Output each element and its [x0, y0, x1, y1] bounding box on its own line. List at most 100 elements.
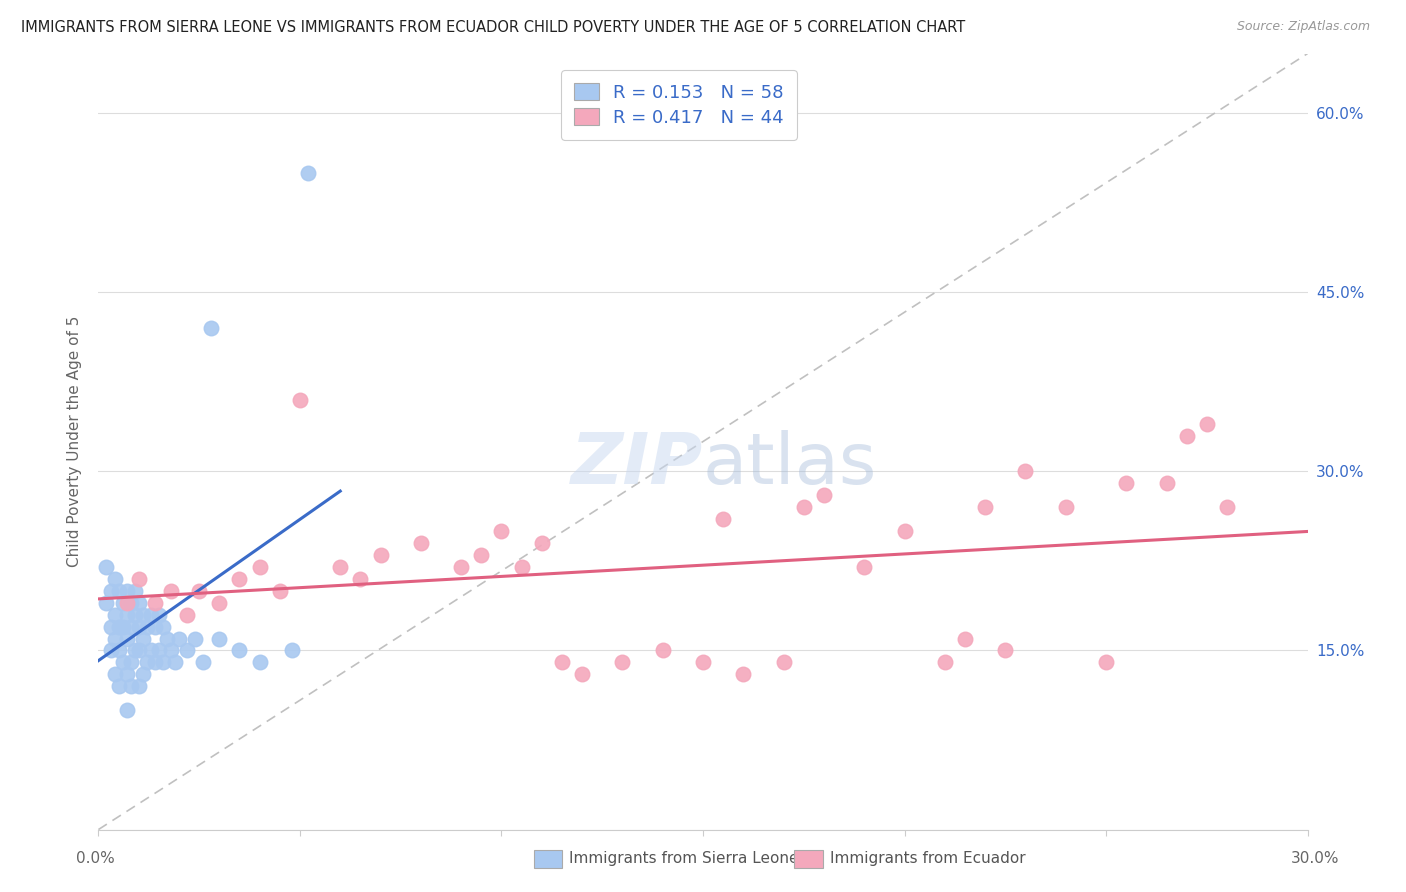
Point	[115, 703, 138, 717]
Point	[711, 512, 734, 526]
Point	[96, 560, 118, 574]
Point	[160, 583, 183, 598]
Point	[208, 632, 231, 646]
Point	[1195, 417, 1218, 431]
Point	[370, 548, 392, 562]
Point	[107, 679, 129, 693]
Point	[120, 679, 142, 693]
Point	[813, 488, 835, 502]
Legend: R = 0.153   N = 58, R = 0.417   N = 44: R = 0.153 N = 58, R = 0.417 N = 44	[561, 70, 797, 139]
Point	[692, 656, 714, 670]
Point	[107, 643, 129, 657]
Point	[793, 500, 815, 515]
Point	[128, 619, 150, 633]
Point	[100, 643, 122, 657]
Point	[297, 166, 319, 180]
Point	[132, 667, 155, 681]
Point	[551, 656, 574, 670]
Point	[120, 619, 142, 633]
Point	[281, 643, 304, 657]
Point	[249, 560, 271, 574]
Text: IMMIGRANTS FROM SIERRA LEONE VS IMMIGRANTS FROM ECUADOR CHILD POVERTY UNDER THE : IMMIGRANTS FROM SIERRA LEONE VS IMMIGRAN…	[21, 20, 966, 35]
Text: 30.0%: 30.0%	[1291, 851, 1339, 865]
Point	[120, 596, 142, 610]
Point	[128, 596, 150, 610]
Point	[228, 643, 250, 657]
Point	[115, 632, 138, 646]
Point	[1156, 476, 1178, 491]
Point	[953, 632, 976, 646]
Point	[470, 548, 492, 562]
Text: 0.0%: 0.0%	[76, 851, 115, 865]
Point	[148, 643, 170, 657]
Point	[193, 656, 215, 670]
Point	[111, 596, 134, 610]
Point	[124, 583, 146, 598]
Point	[450, 560, 472, 574]
Point	[143, 596, 166, 610]
Point	[124, 643, 146, 657]
Point	[111, 656, 134, 670]
Point	[208, 596, 231, 610]
Point	[188, 583, 211, 598]
Point	[409, 536, 432, 550]
Point	[103, 572, 125, 586]
Text: Immigrants from Ecuador: Immigrants from Ecuador	[830, 852, 1025, 866]
Point	[107, 619, 129, 633]
Point	[349, 572, 371, 586]
Point	[152, 619, 174, 633]
Point	[160, 643, 183, 657]
Point	[772, 656, 794, 670]
Point	[612, 656, 634, 670]
Point	[184, 632, 207, 646]
Point	[143, 619, 166, 633]
Point	[115, 607, 138, 622]
Point	[1175, 428, 1198, 442]
Text: ZIP: ZIP	[571, 430, 703, 500]
Point	[1115, 476, 1137, 491]
Point	[135, 656, 157, 670]
Text: atlas: atlas	[703, 430, 877, 500]
Point	[111, 619, 134, 633]
Point	[100, 619, 122, 633]
Point	[491, 524, 513, 538]
Point	[510, 560, 533, 574]
Point	[651, 643, 673, 657]
Point	[107, 583, 129, 598]
Point	[139, 643, 162, 657]
Point	[96, 596, 118, 610]
Point	[853, 560, 876, 574]
Point	[571, 667, 593, 681]
Text: Source: ZipAtlas.com: Source: ZipAtlas.com	[1237, 20, 1371, 33]
Y-axis label: Child Poverty Under the Age of 5: Child Poverty Under the Age of 5	[67, 316, 83, 567]
Point	[269, 583, 291, 598]
Point	[733, 667, 755, 681]
Point	[893, 524, 915, 538]
Point	[128, 572, 150, 586]
Point	[103, 632, 125, 646]
Point	[128, 679, 150, 693]
Point	[148, 607, 170, 622]
Point	[115, 583, 138, 598]
Point	[115, 596, 138, 610]
Point	[115, 667, 138, 681]
Point	[288, 392, 311, 407]
Point	[994, 643, 1017, 657]
Point	[176, 607, 198, 622]
Point	[103, 607, 125, 622]
Point	[200, 321, 222, 335]
Point	[100, 583, 122, 598]
Point	[139, 607, 162, 622]
Point	[143, 656, 166, 670]
Point	[1014, 464, 1036, 478]
Point	[934, 656, 956, 670]
Point	[176, 643, 198, 657]
Point	[1054, 500, 1077, 515]
Point	[120, 656, 142, 670]
Point	[329, 560, 352, 574]
Point	[1216, 500, 1239, 515]
Point	[974, 500, 997, 515]
Point	[530, 536, 553, 550]
Point	[124, 607, 146, 622]
Text: Immigrants from Sierra Leone: Immigrants from Sierra Leone	[569, 852, 799, 866]
